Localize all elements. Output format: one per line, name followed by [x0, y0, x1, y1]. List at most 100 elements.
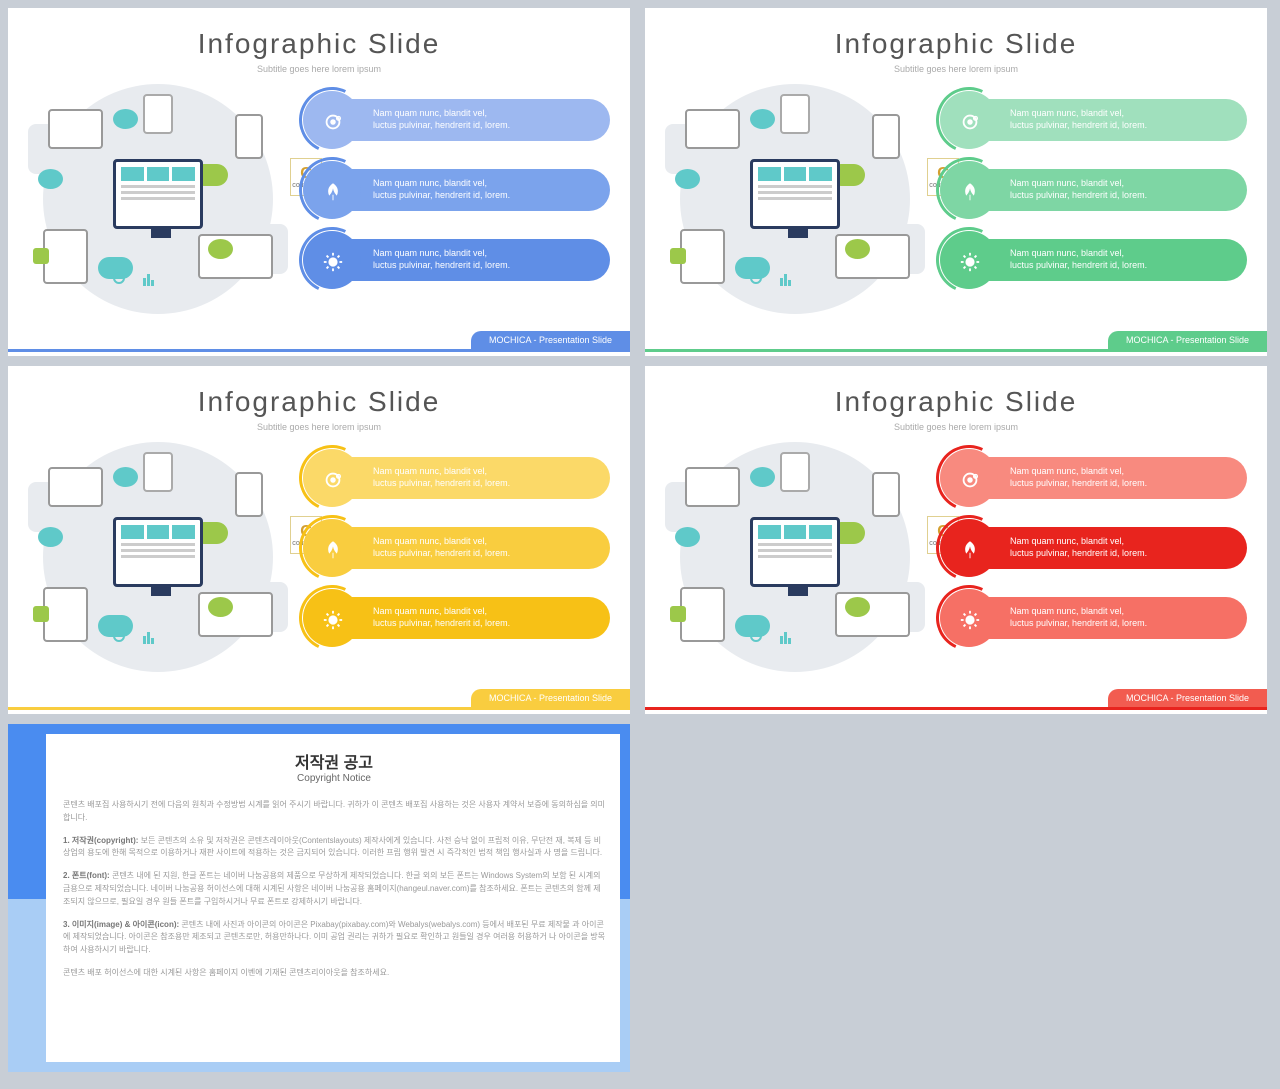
laptop-icon: [835, 592, 910, 637]
speech-bubble-icon: [208, 597, 233, 617]
footer-label: MOCHICA - Presentation Slide: [1108, 331, 1267, 349]
slide-grid: Infographic Slide Subtitle goes here lor…: [8, 8, 1272, 1072]
bars-container: Nam quam nunc, blandit vel, luctus pulvi…: [940, 447, 1247, 667]
bar-text-line-1: Nam quam nunc, blandit vel,: [373, 536, 595, 548]
laptop-icon: [198, 234, 273, 279]
monitor-icon: [113, 159, 203, 229]
bar-text-line-1: Nam quam nunc, blandit vel,: [1010, 536, 1232, 548]
search-icon: [750, 272, 762, 284]
bar-pill: Nam quam nunc, blandit vel, luctus pulvi…: [328, 527, 610, 569]
padlock-icon: [33, 606, 49, 622]
search-icon: [750, 630, 762, 642]
monitor-icon: [750, 159, 840, 229]
clipboard-icon: [780, 94, 810, 134]
bar-text-line-2: luctus pulvinar, hendrerit id, lorem.: [373, 190, 595, 202]
copyright-section-1-text: 보든 콘텐츠의 소유 및 저작권은 콘텐츠레이아웃(Contentslayout…: [63, 836, 602, 858]
info-bar-1: Nam quam nunc, blandit vel, luctus pulvi…: [940, 452, 1247, 504]
footer-line: [8, 349, 630, 352]
bar-text-line-2: luctus pulvinar, hendrerit id, lorem.: [1010, 260, 1232, 272]
bar-text-line-2: luctus pulvinar, hendrerit id, lorem.: [373, 548, 595, 560]
leaf-icon: [321, 180, 345, 204]
bar-pill: Nam quam nunc, blandit vel, luctus pulvi…: [965, 99, 1247, 141]
bar-text-line-1: Nam quam nunc, blandit vel,: [373, 466, 595, 478]
copyright-slide: 저작권 공고 Copyright Notice 콘텐츠 배포집 사용하시기 전에…: [8, 724, 630, 1072]
slide-subtitle: Subtitle goes here lorem ipsum: [645, 422, 1267, 432]
leaf-icon: [321, 538, 345, 562]
copyright-intro: 콘텐츠 배포집 사용하시기 전에 다음의 원칙과 수정방법 시계를 읽어 주시기…: [63, 799, 605, 825]
slide-subtitle: Subtitle goes here lorem ipsum: [8, 422, 630, 432]
chart-icon: [780, 631, 796, 647]
bar-text-line-2: luctus pulvinar, hendrerit id, lorem.: [1010, 618, 1232, 630]
cr-border-left-top: [8, 724, 46, 899]
slide-title: Infographic Slide: [645, 28, 1267, 60]
bar-pill: Nam quam nunc, blandit vel, luctus pulvi…: [965, 597, 1247, 639]
copyright-section-2-label: 2. 폰트(font):: [63, 871, 110, 880]
slide-subtitle: Subtitle goes here lorem ipsum: [645, 64, 1267, 74]
chart-icon: [143, 631, 159, 647]
clipboard-icon: [143, 452, 173, 492]
search-icon: [113, 272, 125, 284]
info-bar-2: Nam quam nunc, blandit vel, luctus pulvi…: [940, 164, 1247, 216]
footer-label: MOCHICA - Presentation Slide: [1108, 689, 1267, 707]
copyright-title-en: Copyright Notice: [63, 773, 605, 784]
phone-icon: [872, 114, 900, 159]
bar-text-line-2: luctus pulvinar, hendrerit id, lorem.: [1010, 478, 1232, 490]
bar-text-line-2: luctus pulvinar, hendrerit id, lorem.: [373, 260, 595, 272]
info-bar-3: Nam quam nunc, blandit vel, luctus pulvi…: [940, 592, 1247, 644]
slide-title: Infographic Slide: [645, 386, 1267, 418]
clipboard-icon: [780, 452, 810, 492]
laptop-icon: [198, 592, 273, 637]
clipboard-icon: [143, 94, 173, 134]
footer-line: [8, 707, 630, 710]
speech-bubble-icon: [675, 527, 700, 547]
info-bar-2: Nam quam nunc, blandit vel, luctus pulvi…: [303, 522, 610, 574]
info-bar-2: Nam quam nunc, blandit vel, luctus pulvi…: [940, 522, 1247, 574]
copyright-section-2: 2. 폰트(font): 콘텐츠 내에 된 지원, 한글 폰트는 네이버 나눔공…: [63, 870, 605, 908]
bars-container: Nam quam nunc, blandit vel, luctus pulvi…: [303, 447, 610, 667]
slide-content: C CONTENTS Nam quam nunc, blandit vel, l…: [645, 74, 1267, 309]
speech-bubble-icon: [750, 467, 775, 487]
bar-text-line-1: Nam quam nunc, blandit vel,: [1010, 248, 1232, 260]
bar-text-line-1: Nam quam nunc, blandit vel,: [1010, 108, 1232, 120]
slide-title: Infographic Slide: [8, 28, 630, 60]
bar-text-line-2: luctus pulvinar, hendrerit id, lorem.: [373, 120, 595, 132]
slide-content: C CONTENTS Nam quam nunc, blandit vel, l…: [645, 432, 1267, 667]
copyright-section-3: 3. 이미지(image) & 아이콘(icon): 콘텐츠 내에 사진과 아이…: [63, 919, 605, 957]
bar-pill: Nam quam nunc, blandit vel, luctus pulvi…: [965, 239, 1247, 281]
footer-label: MOCHICA - Presentation Slide: [471, 331, 630, 349]
footer-label: MOCHICA - Presentation Slide: [471, 689, 630, 707]
gear-icon: [958, 468, 982, 492]
footer-line: [645, 349, 1267, 352]
tablet-icon: [685, 467, 740, 507]
bar-pill: Nam quam nunc, blandit vel, luctus pulvi…: [328, 99, 610, 141]
bar-pill: Nam quam nunc, blandit vel, luctus pulvi…: [328, 597, 610, 639]
device-illustration: [28, 89, 288, 309]
bar-text-line-2: luctus pulvinar, hendrerit id, lorem.: [373, 478, 595, 490]
device-illustration: [665, 447, 925, 667]
cr-border-bottom: [8, 1062, 630, 1072]
bar-pill: Nam quam nunc, blandit vel, luctus pulvi…: [328, 457, 610, 499]
copyright-section-1-label: 1. 저작권(copyright):: [63, 836, 138, 845]
bars-container: Nam quam nunc, blandit vel, luctus pulvi…: [940, 89, 1247, 309]
bar-text-line-1: Nam quam nunc, blandit vel,: [373, 178, 595, 190]
cr-border-top: [46, 724, 630, 734]
bar-text-line-1: Nam quam nunc, blandit vel,: [373, 248, 595, 260]
footer-line: [645, 707, 1267, 710]
sun-icon: [958, 608, 982, 632]
padlock-icon: [33, 248, 49, 264]
sun-icon: [958, 250, 982, 274]
cr-border-left-bottom: [8, 899, 46, 1072]
speech-bubble-icon: [675, 169, 700, 189]
leaf-icon: [958, 538, 982, 562]
copyright-section-3-label: 3. 이미지(image) & 아이콘(icon):: [63, 920, 179, 929]
chart-icon: [143, 273, 159, 289]
tablet-icon: [43, 587, 88, 642]
slide-blue: Infographic Slide Subtitle goes here lor…: [8, 8, 630, 356]
speech-bubble-icon: [845, 239, 870, 259]
info-bar-1: Nam quam nunc, blandit vel, luctus pulvi…: [303, 452, 610, 504]
copyright-outro: 콘텐츠 배포 허이선스에 대한 시계된 사항은 홈페이지 이벤에 기재된 콘텐츠…: [63, 967, 605, 980]
info-bar-1: Nam quam nunc, blandit vel, luctus pulvi…: [940, 94, 1247, 146]
tablet-icon: [48, 467, 103, 507]
speech-bubble-icon: [38, 527, 63, 547]
device-illustration: [665, 89, 925, 309]
